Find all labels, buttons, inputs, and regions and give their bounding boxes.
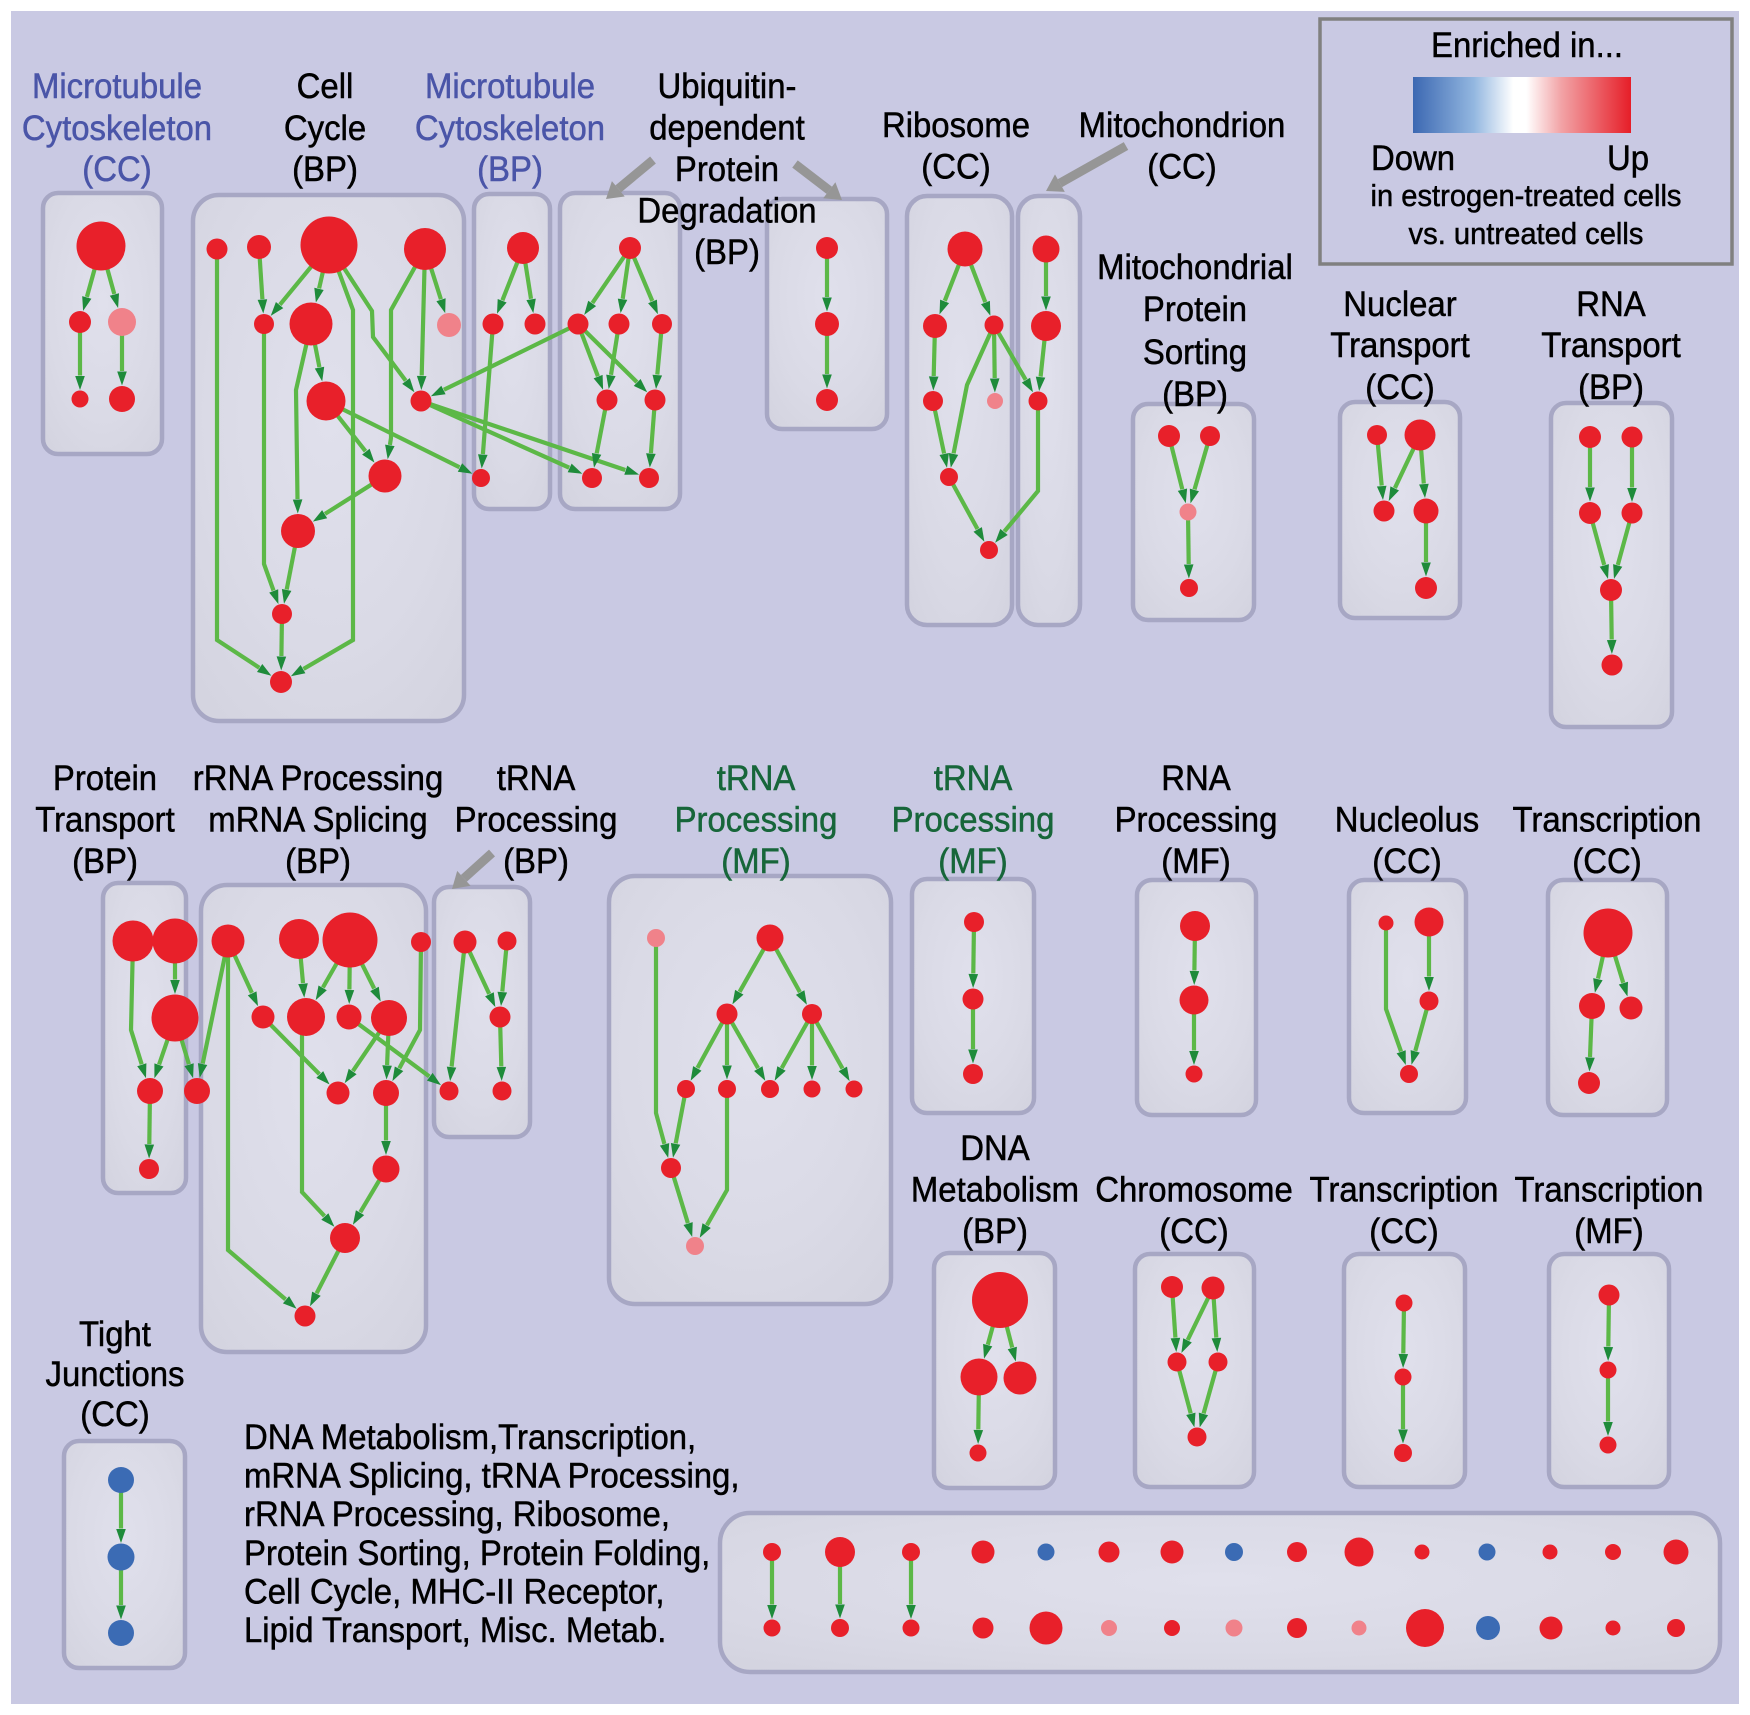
svg-text:(CC): (CC)	[80, 1395, 149, 1434]
svg-text:Microtubule: Microtubule	[32, 67, 202, 106]
svg-text:Ribosome: Ribosome	[882, 106, 1030, 145]
svg-text:Down: Down	[1371, 139, 1455, 178]
svg-text:Transcription: Transcription	[1513, 801, 1702, 840]
svg-text:Transport: Transport	[1330, 326, 1470, 365]
svg-text:Transport: Transport	[35, 801, 175, 840]
svg-text:Cell: Cell	[297, 67, 354, 106]
svg-text:Transport: Transport	[1541, 326, 1681, 365]
svg-text:mRNA Splicing, tRNA Processing: mRNA Splicing, tRNA Processing,	[244, 1457, 740, 1496]
svg-text:mRNA Splicing: mRNA Splicing	[208, 801, 427, 840]
svg-text:(BP): (BP)	[962, 1212, 1028, 1251]
svg-text:(MF): (MF)	[1161, 842, 1230, 881]
svg-text:tRNA: tRNA	[717, 759, 796, 798]
svg-text:Metabolism: Metabolism	[911, 1171, 1079, 1210]
svg-text:Cycle: Cycle	[284, 109, 366, 148]
svg-text:RNA: RNA	[1161, 759, 1231, 798]
svg-text:(CC): (CC)	[1372, 842, 1441, 881]
svg-text:(CC): (CC)	[1572, 842, 1641, 881]
svg-text:Protein: Protein	[675, 150, 779, 189]
svg-text:in estrogen-treated cells: in estrogen-treated cells	[1371, 178, 1682, 213]
svg-text:DNA Metabolism,Transcription,: DNA Metabolism,Transcription,	[244, 1418, 696, 1457]
svg-text:Cytoskeleton: Cytoskeleton	[415, 109, 605, 148]
svg-text:(MF): (MF)	[1574, 1212, 1643, 1251]
svg-text:(BP): (BP)	[503, 842, 569, 881]
svg-text:DNA: DNA	[960, 1129, 1030, 1168]
svg-text:(CC): (CC)	[1365, 368, 1434, 407]
svg-text:Mitochondrial: Mitochondrial	[1097, 248, 1293, 287]
svg-text:(MF): (MF)	[721, 842, 790, 881]
svg-text:tRNA: tRNA	[934, 759, 1013, 798]
svg-text:Lipid Transport, Misc. Metab.: Lipid Transport, Misc. Metab.	[244, 1611, 666, 1650]
svg-text:Processing: Processing	[1115, 801, 1278, 840]
svg-text:(BP): (BP)	[72, 842, 138, 881]
svg-text:Transcription: Transcription	[1310, 1171, 1499, 1210]
svg-text:Nucleolus: Nucleolus	[1335, 801, 1480, 840]
svg-text:Up: Up	[1607, 139, 1649, 178]
svg-text:Chromosome: Chromosome	[1095, 1171, 1293, 1210]
svg-text:Nuclear: Nuclear	[1343, 285, 1457, 324]
svg-text:Protein Sorting, Protein Foldi: Protein Sorting, Protein Folding,	[244, 1534, 710, 1573]
svg-text:Processing: Processing	[455, 801, 618, 840]
svg-text:Tight: Tight	[79, 1315, 151, 1354]
svg-text:(BP): (BP)	[1162, 375, 1228, 414]
svg-text:(BP): (BP)	[694, 233, 760, 272]
svg-text:dependent: dependent	[649, 109, 805, 148]
svg-text:Enriched in...: Enriched in...	[1431, 26, 1623, 65]
svg-text:Processing: Processing	[675, 801, 838, 840]
svg-text:(CC): (CC)	[1147, 148, 1216, 187]
svg-text:Degradation: Degradation	[637, 192, 816, 231]
svg-text:Ubiquitin-: Ubiquitin-	[658, 67, 797, 106]
svg-text:Sorting: Sorting	[1143, 333, 1247, 372]
svg-text:Processing: Processing	[892, 801, 1055, 840]
svg-text:(BP): (BP)	[285, 842, 351, 881]
svg-text:Protein: Protein	[53, 759, 157, 798]
svg-text:(BP): (BP)	[477, 150, 543, 189]
svg-text:Cell Cycle, MHC-II Receptor,: Cell Cycle, MHC-II Receptor,	[244, 1572, 665, 1611]
svg-text:Microtubule: Microtubule	[425, 67, 595, 106]
svg-text:vs. untreated cells: vs. untreated cells	[1409, 216, 1644, 251]
svg-text:Protein: Protein	[1143, 290, 1247, 329]
svg-text:(MF): (MF)	[938, 842, 1007, 881]
svg-text:(CC): (CC)	[1369, 1212, 1438, 1251]
svg-text:Transcription: Transcription	[1515, 1171, 1704, 1210]
svg-text:rRNA Processing: rRNA Processing	[193, 759, 444, 798]
svg-text:(BP): (BP)	[292, 150, 358, 189]
svg-text:tRNA: tRNA	[497, 759, 576, 798]
svg-text:Mitochondrion: Mitochondrion	[1079, 106, 1286, 145]
svg-text:rRNA Processing, Ribosome,: rRNA Processing, Ribosome,	[244, 1495, 670, 1534]
svg-text:RNA: RNA	[1576, 285, 1646, 324]
svg-text:(CC): (CC)	[1159, 1212, 1228, 1251]
svg-text:Junctions: Junctions	[46, 1355, 185, 1394]
svg-text:(CC): (CC)	[82, 150, 151, 189]
svg-text:(CC): (CC)	[921, 148, 990, 187]
svg-text:(BP): (BP)	[1578, 368, 1644, 407]
svg-text:Cytoskeleton: Cytoskeleton	[22, 109, 212, 148]
